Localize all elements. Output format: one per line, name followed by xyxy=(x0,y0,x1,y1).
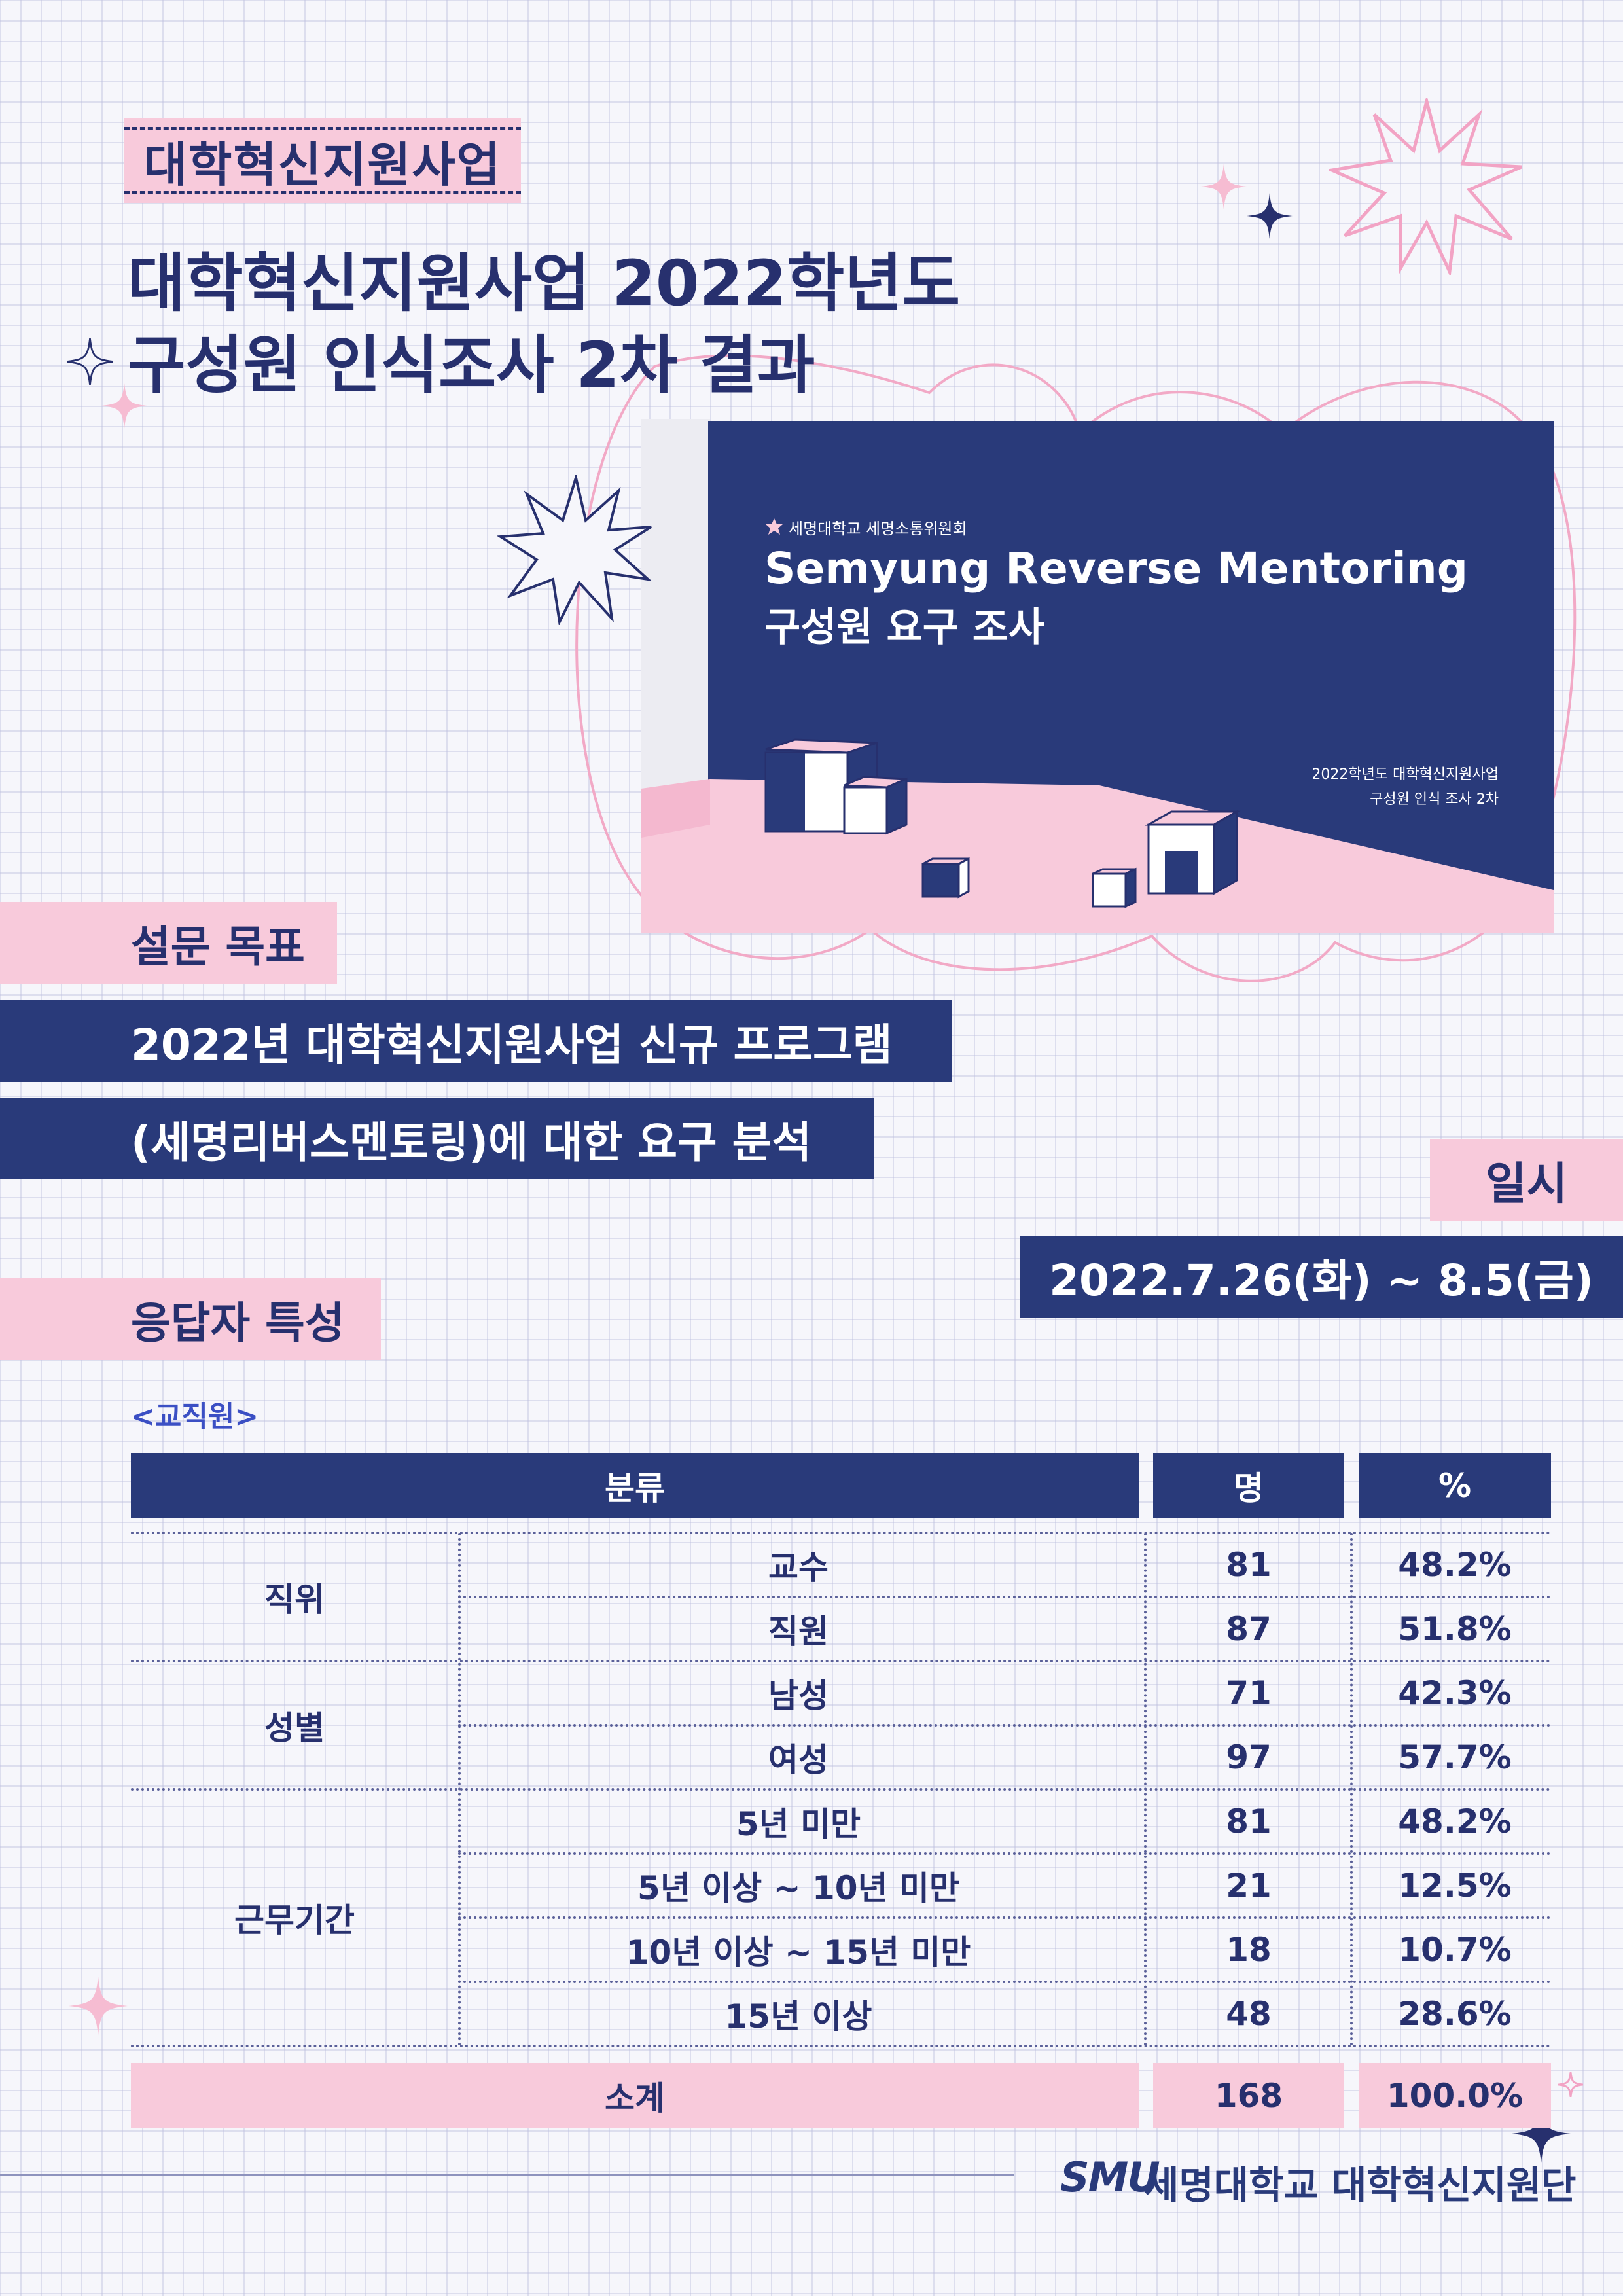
date-value: 2022.7.26(화) ~ 8.5(금) xyxy=(1020,1236,1623,1318)
respondents-label: 응답자 특성 xyxy=(0,1278,381,1360)
page-title-line2: 구성원 인식조사 2차 결과 xyxy=(128,329,815,402)
table-header-percent: % xyxy=(1359,1453,1551,1518)
table-cell-count: 48 xyxy=(1226,1995,1272,2033)
thumbnail-floor-and-cubes xyxy=(641,738,1554,933)
table-header-count: 명 xyxy=(1153,1453,1344,1518)
table-cell-count: 18 xyxy=(1226,1931,1272,1969)
table-row-divider xyxy=(458,1981,1551,1983)
total-percent: 100.0% xyxy=(1359,2063,1551,2128)
table-row-divider xyxy=(458,1724,1551,1727)
table-cell-count: 87 xyxy=(1226,1610,1272,1648)
table-cell-count: 81 xyxy=(1226,1546,1272,1584)
table-cell-percent: 10.7% xyxy=(1398,1931,1512,1969)
table-column-divider xyxy=(458,1533,461,2046)
thumbnail-caption-line1: 2022학년도 대학혁신지원사업 xyxy=(1311,766,1499,783)
thumbnail-org: 세명대학교 세명소통위원회 xyxy=(789,520,967,538)
footer-org: 세명대학교 대학혁신지원단 xyxy=(1144,2163,1577,2208)
table-row-divider xyxy=(131,2045,1551,2047)
starburst-navy-outline-icon xyxy=(497,475,652,625)
table-cell-subcategory: 남성 xyxy=(768,1677,829,1715)
table-row-divider xyxy=(131,1532,1551,1534)
table-cell-count: 21 xyxy=(1226,1867,1272,1905)
category-tenure: 근무기간 xyxy=(234,1901,355,1939)
thumbnail-title-ko: 구성원 요구 조사 xyxy=(764,605,1045,651)
table-cell-percent: 57.7% xyxy=(1398,1738,1512,1776)
table-cell-subcategory: 5년 미만 xyxy=(736,1805,861,1843)
sparkle-pink-icon xyxy=(69,1977,128,2036)
table-header-category: 분류 xyxy=(131,1453,1139,1518)
category-position: 직위 xyxy=(264,1581,325,1619)
program-tag-label: 대학혁신지원사업 xyxy=(144,137,501,192)
table-cell-subcategory: 10년 이상 ~ 15년 미만 xyxy=(626,1933,971,1971)
category-gender: 성별 xyxy=(264,1709,325,1747)
date-label: 일시 xyxy=(1430,1139,1623,1221)
table-cell-percent: 12.5% xyxy=(1398,1867,1512,1905)
table-column-divider xyxy=(1350,1533,1353,2046)
table-cell-subcategory: 15년 이상 xyxy=(724,1998,872,2036)
page-title-line1: 대학혁신지원사업 2022학년도 xyxy=(128,247,961,320)
table-cell-percent: 48.2% xyxy=(1398,1546,1512,1584)
goal-line2: (세명리버스멘토링)에 대한 요구 분석 xyxy=(0,1098,874,1179)
sparkle-outline-icon xyxy=(66,338,114,386)
table-cell-subcategory: 직원 xyxy=(768,1613,829,1651)
table-cell-count: 81 xyxy=(1226,1803,1272,1840)
total-label: 소계 xyxy=(131,2063,1139,2128)
table-cell-subcategory: 5년 이상 ~ 10년 미만 xyxy=(637,1869,959,1907)
thumbnail-title-en: Semyung Reverse Mentoring xyxy=(764,543,1468,594)
table-row-divider xyxy=(131,1788,1551,1791)
sparkle-pink-icon xyxy=(1201,164,1247,209)
table-row-divider xyxy=(458,1852,1551,1855)
starburst-pink-outline-icon xyxy=(1329,98,1523,275)
footer-logo: SMU xyxy=(1060,2153,1160,2201)
respondent-group-label: <교직원> xyxy=(131,1400,259,1433)
sparkle-outline-pink-icon xyxy=(1558,2072,1584,2098)
table-cell-count: 97 xyxy=(1226,1738,1272,1776)
table-cell-subcategory: 교수 xyxy=(768,1549,829,1587)
thumbnail-caption-line2: 구성원 인식 조사 2차 xyxy=(1370,791,1499,808)
total-count: 168 xyxy=(1153,2063,1344,2128)
university-emblem-icon xyxy=(766,518,783,535)
sparkle-pink-icon xyxy=(101,383,147,429)
table-row-divider xyxy=(458,1916,1551,1919)
sparkle-navy-icon xyxy=(1512,2104,1571,2163)
table-cell-subcategory: 여성 xyxy=(768,1741,829,1779)
goal-label: 설문 목표 xyxy=(0,902,337,984)
table-row-divider xyxy=(458,1596,1551,1598)
sparkle-navy-icon xyxy=(1247,193,1293,239)
footer-divider xyxy=(0,2174,1014,2176)
table-cell-percent: 42.3% xyxy=(1398,1674,1512,1712)
table-row-divider xyxy=(131,1660,1551,1662)
table-cell-percent: 51.8% xyxy=(1398,1610,1512,1648)
table-cell-count: 71 xyxy=(1226,1674,1272,1712)
table-cell-percent: 48.2% xyxy=(1398,1803,1512,1840)
table-column-divider xyxy=(1144,1533,1147,2046)
program-tag: 대학혁신지원사업 xyxy=(124,118,521,203)
goal-line1: 2022년 대학혁신지원사업 신규 프로그램 xyxy=(0,1000,952,1082)
table-cell-percent: 28.6% xyxy=(1398,1995,1512,2033)
